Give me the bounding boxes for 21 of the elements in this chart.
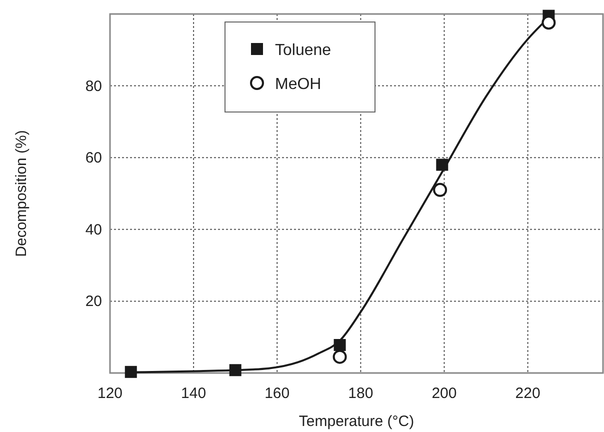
y-tick-label: 20 xyxy=(85,293,102,310)
y-axis-title: Decomposition (%) xyxy=(13,130,30,257)
legend-label: Toluene xyxy=(275,42,332,59)
y-tick-label: 40 xyxy=(85,221,102,238)
x-axis-title: Temperature (°C) xyxy=(298,413,414,430)
point xyxy=(433,182,448,197)
y-tick-label: 80 xyxy=(85,78,102,95)
x-tick-label: 180 xyxy=(348,385,374,402)
x-tick-label: 160 xyxy=(264,385,290,402)
point xyxy=(332,350,347,364)
legend-label: MeOH xyxy=(275,76,322,93)
point xyxy=(542,16,556,30)
x-tick-label: 120 xyxy=(97,385,123,402)
y-tick-label: 60 xyxy=(85,150,102,167)
point xyxy=(124,366,137,378)
point xyxy=(436,158,448,171)
x-tick-label: 140 xyxy=(181,385,206,402)
x-tick-label: 200 xyxy=(432,385,457,402)
x-tick-label: 220 xyxy=(515,385,540,402)
point xyxy=(229,364,242,376)
point xyxy=(334,339,346,351)
